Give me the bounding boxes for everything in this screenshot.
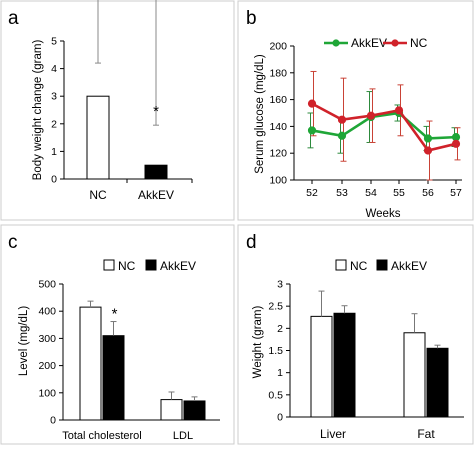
panel-b-letter: b <box>246 8 257 29</box>
panel-b-legend-marker-akkev <box>332 39 340 47</box>
panel-b-ylabel: Serum glucose (mg/dL) <box>254 54 266 174</box>
panel-b-y-tick-label-1: 120 <box>269 148 287 160</box>
panel-a-y-tick-label-2: 2 <box>51 118 57 130</box>
panel-d-legend-swatch-akkev <box>376 259 388 271</box>
panel-a-y-tick-label-0: 0 <box>51 174 57 186</box>
panel-b-point-nc-3 <box>394 106 404 115</box>
panel-b-point-akkev-1 <box>337 131 347 140</box>
panel-b-y-tick-label-5: 200 <box>269 41 287 53</box>
panel-c-y-tick-label-1: 100 <box>38 387 56 399</box>
panel-b-x-tick-label-0: 52 <box>306 187 318 199</box>
panel-a-y-tick-label-5: 5 <box>51 36 57 48</box>
panel-a-bar-nc <box>86 95 110 180</box>
panel-c-bar-total-cholesterol-nc <box>79 306 102 421</box>
panel-d-ylabel: Weight (gram) <box>252 306 264 379</box>
panel-d-y-tick-label-5: 2.5 <box>268 301 283 313</box>
panel-b-x-tick-label-3: 55 <box>393 187 405 199</box>
panel-b-x-tick-label-4: 56 <box>422 187 434 199</box>
panel-c-legend-label-nc: NC <box>118 259 136 273</box>
panel-a-y-tick-label-1: 1 <box>51 146 57 158</box>
panel-b-line-akkev <box>311 111 457 140</box>
panel-c-legend-swatch-nc <box>103 259 115 271</box>
panel-c-y-tick-label-5: 500 <box>38 279 56 291</box>
panel-d-y-tick-label-4: 2 <box>277 323 283 335</box>
panel-b-frame <box>237 0 474 221</box>
panel-b-legend-label-akkev: AkkEV <box>351 36 387 50</box>
panel-a-ylabel: Body weight change (gram) <box>32 40 44 181</box>
panel-c-category-total-cholesterol: Total cholesterol <box>62 430 142 442</box>
panel-a-y-tick-label-3: 3 <box>51 91 57 103</box>
panel-d-category-liver: Liver <box>320 427 346 441</box>
panel-d-bar-fat-nc <box>403 332 426 418</box>
panel-d-y-tick-label-6: 3 <box>277 279 283 291</box>
panel-d-y-tick-label-0: 0 <box>277 412 283 424</box>
panel-c-y-tick-label-3: 300 <box>38 333 56 345</box>
panel-d-bar-fat-akkev <box>426 347 449 418</box>
panel-b-point-nc-4 <box>423 146 433 155</box>
panel-c-legend-swatch-akkev <box>145 259 157 271</box>
panel-c-bar-total-cholesterol-akkev <box>102 335 125 421</box>
panel-d-legend-label-nc: NC <box>350 259 368 273</box>
panel-b-x-tick-label-5: 57 <box>450 187 462 199</box>
panel-c-y-tick-label-2: 200 <box>38 360 56 372</box>
panel-b-point-nc-5 <box>451 139 461 148</box>
panel-a-bar-akkev <box>144 164 168 180</box>
panel-c-y-tick-label-0: 0 <box>50 415 56 427</box>
panel-c-bar-ldl-akkev <box>183 400 206 421</box>
panel-d-y-tick-label-1: 0.5 <box>268 389 283 401</box>
panel-b-legend-marker-nc <box>391 39 399 47</box>
panel-a-category-akkev: AkkEV <box>138 188 174 202</box>
panel-b-point-nc-2 <box>366 111 376 120</box>
panel-c-category-ldl: LDL <box>173 430 193 442</box>
panel-d-legend-label-akkev: AkkEV <box>391 259 427 273</box>
panel-a-significance-star-0: * <box>153 103 159 120</box>
panel-b-line-nc <box>311 102 457 152</box>
panel-c-frame <box>0 224 235 445</box>
panel-d-bar-liver-nc <box>310 315 333 418</box>
panel-a-letter: a <box>8 8 19 29</box>
panel-b-x-tick-label-1: 53 <box>336 187 348 199</box>
panel-d-y-tick-label-2: 1 <box>277 367 283 379</box>
panel-c-legend-label-akkev: AkkEV <box>160 259 196 273</box>
panel-c-significance-star-0: * <box>112 306 118 323</box>
panel-d-bar-liver-akkev <box>333 312 356 418</box>
panel-d-legend-swatch-nc <box>335 259 347 271</box>
panel-b-point-nc-1 <box>337 115 347 124</box>
panel-d-category-fat: Fat <box>417 427 435 441</box>
panel-d-y-tick-label-3: 1.5 <box>268 345 283 357</box>
panel-b-y-tick-label-4: 180 <box>269 67 287 79</box>
panel-a-frame <box>0 0 235 221</box>
panel-b-point-nc-0 <box>307 99 317 108</box>
panel-c-ylabel: Level (mg/dL) <box>18 306 30 376</box>
panel-b-legend-label-nc: NC <box>410 36 428 50</box>
panel-b-x-tick-label-2: 54 <box>365 187 377 199</box>
panel-b-point-akkev-5 <box>451 133 461 142</box>
panel-c-bar-ldl-nc <box>160 399 183 421</box>
panel-c-letter: c <box>8 232 18 253</box>
panel-a-category-nc: NC <box>89 188 107 202</box>
panel-b-point-akkev-4 <box>423 134 433 143</box>
panel-c-y-tick-label-4: 400 <box>38 306 56 318</box>
panel-b-xlabel: Weeks <box>366 208 401 220</box>
panel-d-letter: d <box>246 232 257 253</box>
panel-b-y-tick-label-2: 140 <box>269 121 287 133</box>
panel-b-y-tick-label-0: 100 <box>269 175 287 187</box>
panel-d-frame <box>237 224 474 445</box>
panel-b-y-tick-label-3: 160 <box>269 94 287 106</box>
panel-a-y-tick-label-4: 4 <box>51 63 57 75</box>
panel-b-point-akkev-0 <box>307 126 317 135</box>
